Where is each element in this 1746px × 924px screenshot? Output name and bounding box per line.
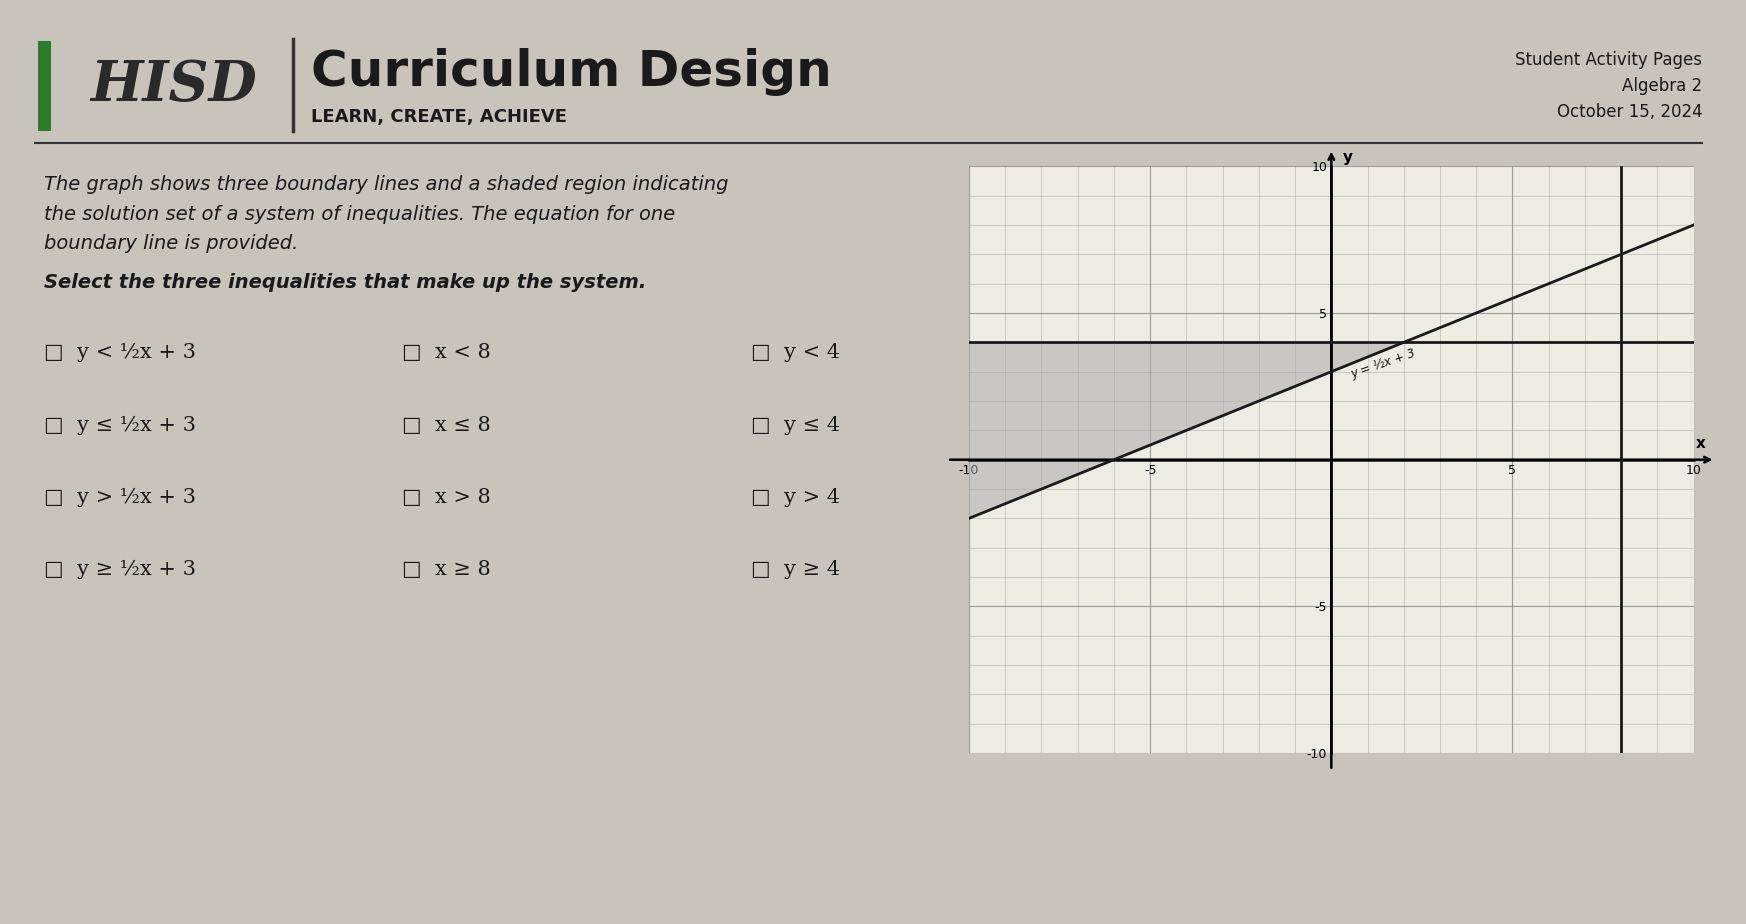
Text: Student Activity Pages: Student Activity Pages [1516, 51, 1702, 69]
Text: □  y ≥ ½x + 3: □ y ≥ ½x + 3 [44, 560, 196, 578]
Text: LEARN, CREATE, ACHIEVE: LEARN, CREATE, ACHIEVE [311, 108, 567, 127]
Text: □  y > ½x + 3: □ y > ½x + 3 [44, 488, 196, 506]
Text: boundary line is provided.: boundary line is provided. [44, 235, 299, 253]
Text: October 15, 2024: October 15, 2024 [1557, 103, 1702, 121]
Text: □  y < ½x + 3: □ y < ½x + 3 [44, 344, 196, 362]
Text: HISD: HISD [91, 58, 258, 114]
Text: the solution set of a system of inequalities. The equation for one: the solution set of a system of inequali… [44, 205, 676, 224]
Text: □  y ≤ ½x + 3: □ y ≤ ½x + 3 [44, 416, 196, 434]
Text: The graph shows three boundary lines and a shaded region indicating: The graph shows three boundary lines and… [44, 176, 728, 194]
Text: Select the three inequalities that make up the system.: Select the three inequalities that make … [44, 274, 646, 292]
Text: □  y < 4: □ y < 4 [751, 344, 840, 362]
Bar [38, 41, 51, 131]
Text: □  y ≥ 4: □ y ≥ 4 [751, 560, 840, 578]
Text: □  x ≥ 8: □ x ≥ 8 [402, 560, 491, 578]
Text: □  x ≤ 8: □ x ≤ 8 [402, 416, 491, 434]
Polygon shape [969, 342, 1404, 518]
Text: y = ½x + 3: y = ½x + 3 [1350, 346, 1418, 381]
Text: Algebra 2: Algebra 2 [1622, 77, 1702, 95]
Text: □  y ≤ 4: □ y ≤ 4 [751, 416, 840, 434]
Text: □  x > 8: □ x > 8 [402, 488, 491, 506]
Text: x: x [1695, 436, 1706, 451]
Text: □  x < 8: □ x < 8 [402, 344, 491, 362]
Text: y: y [1343, 150, 1353, 165]
Text: Curriculum Design: Curriculum Design [311, 48, 831, 96]
Text: □  y > 4: □ y > 4 [751, 488, 840, 506]
